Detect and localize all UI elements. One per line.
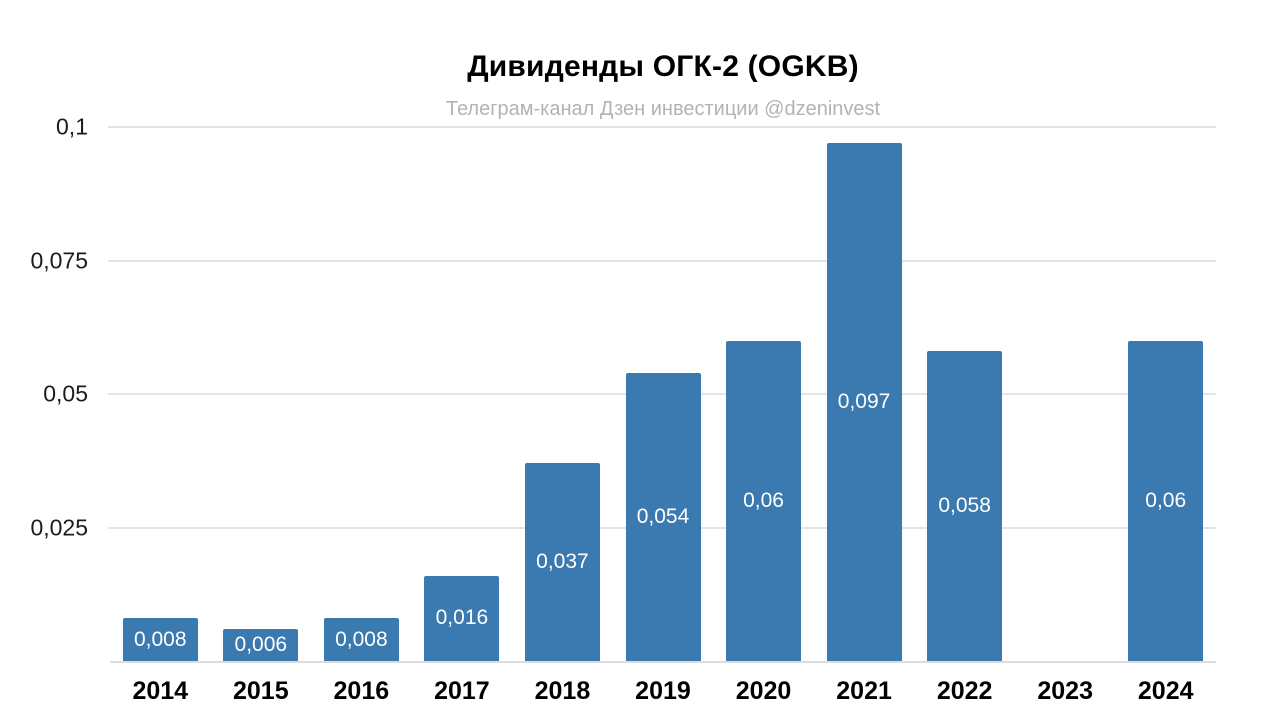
bar: 0,008 [122,618,198,661]
bar: 0,037 [524,463,600,661]
bar: 0,058 [927,351,1003,661]
gridline [108,259,1216,262]
bar-value-label: 0,008 [133,627,187,651]
bar: 0,006 [223,628,299,661]
bar-value-label: 0,008 [335,627,388,651]
y-tick-label: 0,1 [56,113,88,140]
x-tick-label: 2024 [1137,677,1194,705]
bar-value-label: 0,006 [234,632,288,656]
x-tick-label: 2019 [635,677,691,705]
chart-subtitle: Телеграм-канал Дзен инвестиции @dzeninve… [445,98,881,120]
x-tick-label: 2014 [132,677,189,705]
bar-value-label: 0,097 [837,390,891,414]
y-tick-label: 0,05 [43,380,88,407]
bar: 0,097 [826,143,902,661]
x-tick-label: 2017 [434,677,490,705]
x-tick-label: 2016 [333,677,390,705]
x-tick-label: 2022 [936,677,993,705]
chart-title: Дивиденды ОГК-2 (OGKB) [467,50,859,83]
x-tick-label: 2020 [735,677,792,705]
x-tick-label: 2023 [1037,677,1093,705]
bar: 0,06 [1128,340,1204,661]
bar: 0,054 [625,372,701,661]
y-tick-label: 0,025 [30,514,88,540]
bar-value-label: 0,06 [743,488,784,512]
x-tick-label: 2021 [836,677,892,705]
bar-value-label: 0,037 [536,550,589,574]
x-tick-label: 2018 [534,677,591,705]
bar: 0,008 [323,618,399,661]
bar-value-label: 0,054 [636,504,690,528]
bar: 0,016 [424,575,500,661]
gridline [108,126,1216,128]
plot-area: 0,025 0,05 0,075 0,1 0,008 2014 0,006 2015 0,008… [30,114,1216,705]
bar-value-label: 0,06 [1145,488,1187,512]
bar: 0,06 [726,340,802,661]
y-tick-label: 0,075 [30,247,88,273]
bar-value-label: 0,016 [435,606,489,630]
bar-value-label: 0,058 [938,494,991,518]
x-tick-label: 2015 [232,677,289,705]
